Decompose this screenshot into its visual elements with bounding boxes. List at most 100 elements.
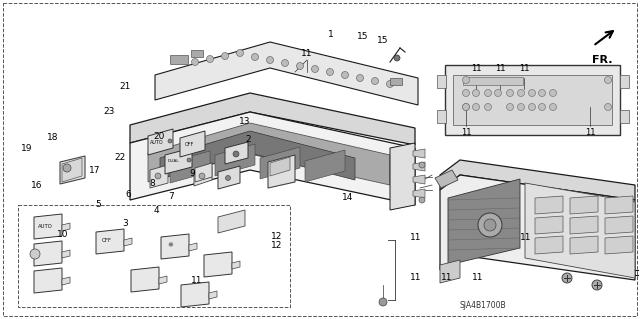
Polygon shape: [260, 147, 300, 179]
Bar: [453, 75, 612, 125]
Polygon shape: [34, 268, 62, 293]
Text: 11: 11: [520, 234, 532, 242]
Text: 11: 11: [585, 128, 595, 137]
Text: 21: 21: [120, 82, 131, 91]
Text: 7: 7: [169, 192, 174, 201]
Circle shape: [506, 90, 513, 97]
Text: 5: 5: [95, 200, 100, 209]
Circle shape: [463, 77, 470, 84]
Text: 18: 18: [47, 133, 58, 142]
Text: 9: 9: [189, 169, 195, 178]
Text: 11: 11: [519, 64, 529, 73]
Polygon shape: [34, 241, 62, 266]
Circle shape: [463, 103, 470, 110]
Polygon shape: [535, 236, 563, 254]
Polygon shape: [130, 93, 415, 145]
Polygon shape: [270, 157, 290, 176]
Circle shape: [506, 103, 513, 110]
Polygon shape: [570, 236, 598, 254]
Bar: [437, 110, 446, 123]
Text: 15: 15: [377, 36, 388, 45]
Text: 11: 11: [410, 234, 421, 242]
Text: OFF: OFF: [184, 142, 194, 146]
Polygon shape: [124, 238, 132, 246]
Circle shape: [233, 151, 239, 157]
Circle shape: [518, 90, 525, 97]
Polygon shape: [413, 149, 425, 158]
Bar: [620, 75, 629, 88]
Circle shape: [168, 139, 172, 143]
Polygon shape: [225, 142, 248, 164]
Circle shape: [484, 90, 492, 97]
Bar: [437, 75, 446, 88]
Text: 20: 20: [153, 132, 164, 141]
Bar: [445, 65, 620, 135]
Circle shape: [538, 103, 545, 110]
Polygon shape: [160, 131, 355, 180]
Circle shape: [529, 103, 536, 110]
Text: 16: 16: [31, 181, 42, 190]
Text: 22: 22: [115, 153, 126, 162]
Circle shape: [562, 273, 572, 283]
Circle shape: [472, 90, 479, 97]
Text: ❅: ❅: [167, 242, 173, 248]
Circle shape: [312, 65, 319, 72]
Polygon shape: [131, 267, 159, 292]
Bar: [390, 78, 402, 85]
Polygon shape: [570, 216, 598, 234]
Polygon shape: [390, 143, 415, 210]
Text: 4: 4: [154, 206, 159, 215]
Text: 23: 23: [103, 107, 115, 115]
Circle shape: [518, 103, 525, 110]
Text: DUAL: DUAL: [168, 159, 180, 163]
Polygon shape: [96, 229, 124, 254]
Text: 10: 10: [57, 230, 68, 239]
Polygon shape: [148, 129, 173, 155]
Circle shape: [221, 53, 228, 60]
Text: 6: 6: [125, 190, 131, 199]
Polygon shape: [170, 151, 210, 183]
Polygon shape: [605, 216, 633, 234]
Circle shape: [30, 249, 40, 259]
Polygon shape: [535, 196, 563, 214]
Circle shape: [472, 103, 479, 110]
Polygon shape: [148, 123, 390, 185]
Circle shape: [252, 54, 259, 61]
Circle shape: [419, 162, 425, 168]
Text: 8: 8: [150, 179, 155, 188]
Polygon shape: [62, 277, 70, 285]
Bar: [170, 55, 188, 64]
Polygon shape: [535, 216, 563, 234]
Circle shape: [237, 49, 243, 56]
Text: OFF: OFF: [102, 239, 112, 243]
Text: 19: 19: [21, 145, 33, 153]
Polygon shape: [413, 175, 425, 184]
Text: 11: 11: [495, 64, 505, 73]
Circle shape: [550, 90, 557, 97]
Polygon shape: [209, 291, 217, 299]
Text: 12: 12: [271, 232, 282, 241]
Circle shape: [484, 219, 496, 231]
Polygon shape: [305, 150, 345, 182]
Polygon shape: [440, 175, 635, 280]
Polygon shape: [448, 179, 520, 265]
Circle shape: [550, 103, 557, 110]
Polygon shape: [525, 183, 635, 278]
Circle shape: [605, 77, 611, 84]
Text: 11: 11: [471, 64, 481, 73]
Circle shape: [225, 175, 230, 181]
Text: FR.: FR.: [592, 55, 612, 65]
Text: 13: 13: [239, 117, 251, 126]
Text: 14: 14: [342, 193, 353, 202]
Bar: [191, 50, 203, 57]
Polygon shape: [605, 236, 633, 254]
Polygon shape: [60, 156, 85, 184]
Text: 11: 11: [410, 273, 422, 282]
Polygon shape: [62, 250, 70, 258]
Circle shape: [191, 58, 198, 65]
Polygon shape: [62, 223, 70, 231]
Text: 3: 3: [122, 219, 127, 228]
Circle shape: [266, 56, 273, 63]
Polygon shape: [62, 158, 82, 182]
Circle shape: [495, 90, 502, 97]
